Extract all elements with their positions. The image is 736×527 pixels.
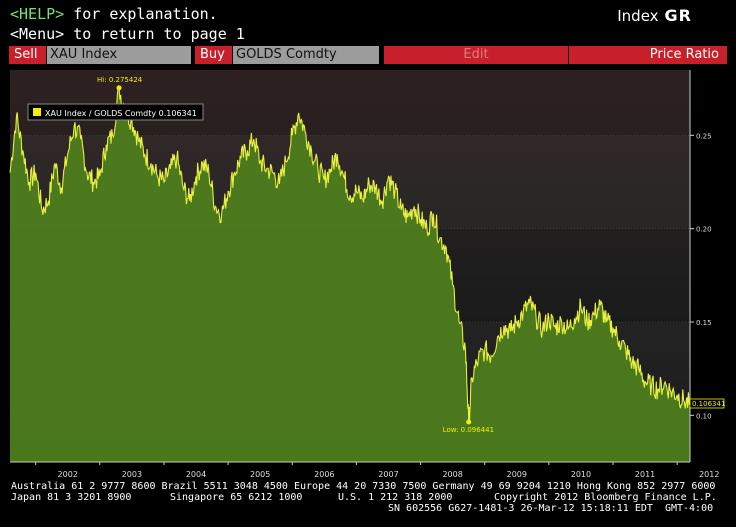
footer-singapore: Singapore 65 6212 1000 [170, 492, 303, 503]
legend-swatch [33, 108, 41, 116]
high-marker [116, 85, 122, 91]
y-tick-label: 0.10 [696, 412, 712, 420]
y-tick-label: 0.15 [696, 319, 712, 327]
menu-key[interactable]: <Menu> [10, 25, 65, 43]
footer-japan: Japan 81 3 3201 8900 [11, 492, 132, 503]
y-tick-label: 0.20 [696, 226, 712, 234]
footer-copyright: Copyright 2012 Bloomberg Finance L.P. [494, 492, 717, 503]
x-tick-label: 2004 [186, 470, 206, 478]
x-tick-label: 2006 [314, 470, 334, 478]
low-annotation: Low: 0.096441 [443, 419, 494, 434]
y-axis: 0.10 0.15 0.20 0.25 [689, 70, 712, 462]
ratio-area [10, 86, 690, 463]
legend-box [27, 103, 204, 121]
sell-security-field[interactable]: XAU Index [47, 46, 191, 64]
sell-button[interactable]: Sell [9, 46, 46, 64]
x-tick-label: 2008 [442, 470, 462, 478]
index-label: Index [617, 7, 659, 25]
buy-security-field[interactable]: GOLDS Comdty [233, 46, 379, 64]
buy-button[interactable]: Buy [195, 46, 232, 64]
footer-session: SN 602556 G627-1481-3 26-Mar-12 15:18:11… [388, 503, 714, 514]
y-tick-label: 0.25 [696, 132, 712, 140]
x-tick-label: 2011 [635, 470, 655, 478]
menu-text: to return to page 1 [64, 25, 245, 43]
help-key[interactable]: <HELP> [10, 5, 65, 23]
edit-button[interactable]: Edit [384, 46, 568, 64]
footer-us: U.S. 1 212 318 2000 [338, 492, 453, 503]
low-label: Low: 0.096441 [443, 426, 494, 434]
low-marker [466, 419, 472, 425]
last-value-annotation: 0.106341 [689, 398, 725, 409]
x-tick-label: 2009 [507, 470, 527, 478]
legend-text: XAU Index / GOLDS Comdty 0.106341 [45, 109, 197, 118]
footer-contacts-1: Australia 61 2 9777 8600 Brazil 5511 304… [11, 481, 716, 492]
legend: XAU Index / GOLDS Comdty 0.106341 [27, 103, 204, 121]
x-tick-label: 2012 [699, 470, 719, 478]
last-value-label: 0.106341 [692, 400, 725, 408]
help-text: for explanation. [64, 5, 218, 23]
help-line: <HELP> for explanation. [10, 5, 218, 23]
x-tick-label: 2002 [58, 470, 78, 478]
function-code: GR [664, 6, 692, 25]
x-tick-label: 2007 [378, 470, 398, 478]
price-ratio-button[interactable]: Price Ratio [569, 46, 727, 64]
x-axis: 2002 2003 2004 2005 2006 2007 2008 2009 2010 2011… [10, 461, 719, 478]
last-value-box [689, 398, 725, 409]
price-ratio-chart[interactable]: 0.100.150.200.25 2002 2003 2004 2005 2006 200… [0, 70, 736, 478]
x-tick-label: 2005 [250, 470, 270, 478]
function-title: Index GR [617, 6, 692, 25]
menu-line: <Menu> to return to page 1 [10, 25, 245, 43]
x-tick-label: 2003 [122, 470, 142, 478]
x-tick-label: 2010 [571, 470, 591, 478]
high-annotation: Hi: 0.275424 [97, 76, 143, 91]
high-label: Hi: 0.275424 [97, 76, 143, 84]
